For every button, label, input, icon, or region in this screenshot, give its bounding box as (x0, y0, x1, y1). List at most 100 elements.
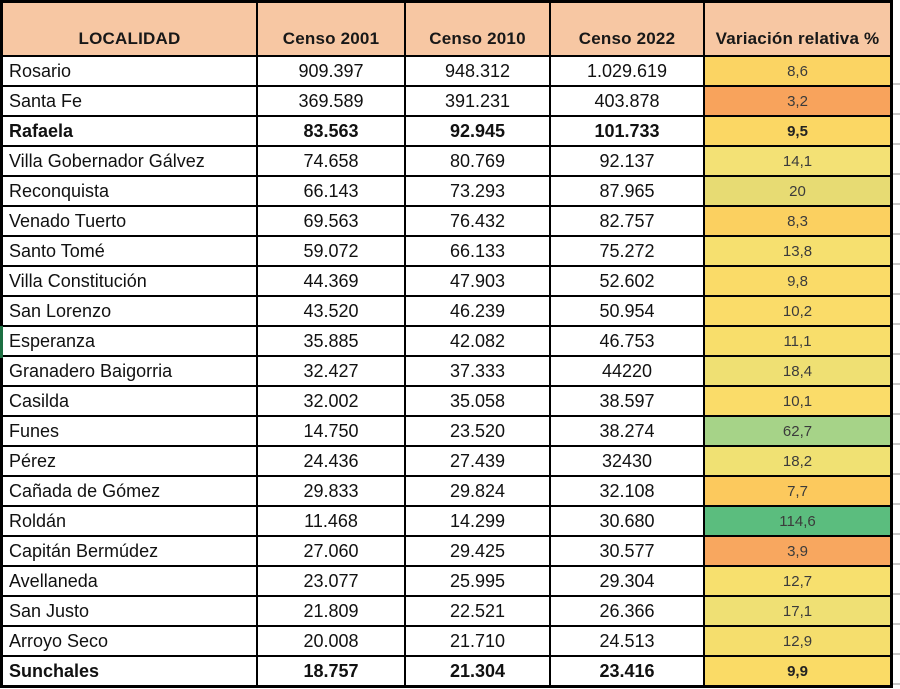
censo-2022-cell[interactable]: 23.416 (551, 657, 703, 685)
locality-cell[interactable]: Santo Tomé (3, 237, 256, 265)
censo-2010-cell[interactable]: 80.769 (406, 147, 549, 175)
censo-2001-cell[interactable]: 18.757 (258, 657, 404, 685)
censo-2022-cell[interactable]: 1.029.619 (551, 57, 703, 85)
censo-2022-cell[interactable]: 38.274 (551, 417, 703, 445)
locality-cell[interactable]: Santa Fe (3, 87, 256, 115)
variacion-cell[interactable]: 10,2 (705, 297, 890, 325)
header-censo-2022[interactable]: Censo 2022 (551, 3, 703, 55)
censo-2010-cell[interactable]: 21.304 (406, 657, 549, 685)
header-variacion[interactable]: Variación relativa % (705, 3, 890, 55)
censo-2022-cell[interactable]: 30.680 (551, 507, 703, 535)
censo-2001-cell[interactable]: 35.885 (258, 327, 404, 355)
censo-2022-cell[interactable]: 32.108 (551, 477, 703, 505)
censo-2010-cell[interactable]: 73.293 (406, 177, 549, 205)
variacion-cell[interactable]: 12,7 (705, 567, 890, 595)
variacion-cell[interactable]: 14,1 (705, 147, 890, 175)
censo-2001-cell[interactable]: 66.143 (258, 177, 404, 205)
censo-2010-cell[interactable]: 35.058 (406, 387, 549, 415)
variacion-cell[interactable]: 20 (705, 177, 890, 205)
censo-2022-cell[interactable]: 32430 (551, 447, 703, 475)
censo-2001-cell[interactable]: 44.369 (258, 267, 404, 295)
censo-2010-cell[interactable]: 391.231 (406, 87, 549, 115)
censo-2001-cell[interactable]: 74.658 (258, 147, 404, 175)
locality-cell[interactable]: Rafaela (3, 117, 256, 145)
variacion-cell[interactable]: 3,2 (705, 87, 890, 115)
censo-2001-cell[interactable]: 23.077 (258, 567, 404, 595)
censo-2010-cell[interactable]: 29.425 (406, 537, 549, 565)
variacion-cell[interactable]: 62,7 (705, 417, 890, 445)
variacion-cell[interactable]: 13,8 (705, 237, 890, 265)
locality-cell[interactable]: San Justo (3, 597, 256, 625)
variacion-cell[interactable]: 17,1 (705, 597, 890, 625)
variacion-cell[interactable]: 3,9 (705, 537, 890, 565)
censo-2001-cell[interactable]: 21.809 (258, 597, 404, 625)
variacion-cell[interactable]: 18,4 (705, 357, 890, 385)
censo-2022-cell[interactable]: 92.137 (551, 147, 703, 175)
censo-2001-cell[interactable]: 24.436 (258, 447, 404, 475)
censo-2010-cell[interactable]: 76.432 (406, 207, 549, 235)
variacion-cell[interactable]: 9,9 (705, 657, 890, 685)
censo-2010-cell[interactable]: 37.333 (406, 357, 549, 385)
censo-2010-cell[interactable]: 21.710 (406, 627, 549, 655)
variacion-cell[interactable]: 11,1 (705, 327, 890, 355)
locality-cell[interactable]: Funes (3, 417, 256, 445)
censo-2010-cell[interactable]: 92.945 (406, 117, 549, 145)
locality-cell[interactable]: Roldán (3, 507, 256, 535)
censo-2001-cell[interactable]: 11.468 (258, 507, 404, 535)
locality-cell[interactable]: Rosario (3, 57, 256, 85)
locality-cell[interactable]: Arroyo Seco (3, 627, 256, 655)
censo-2001-cell[interactable]: 27.060 (258, 537, 404, 565)
censo-2022-cell[interactable]: 30.577 (551, 537, 703, 565)
locality-cell[interactable]: Venado Tuerto (3, 207, 256, 235)
variacion-cell[interactable]: 8,6 (705, 57, 890, 85)
censo-2022-cell[interactable]: 29.304 (551, 567, 703, 595)
censo-2010-cell[interactable]: 14.299 (406, 507, 549, 535)
censo-2001-cell[interactable]: 909.397 (258, 57, 404, 85)
censo-2001-cell[interactable]: 59.072 (258, 237, 404, 265)
censo-2010-cell[interactable]: 22.521 (406, 597, 549, 625)
censo-2001-cell[interactable]: 29.833 (258, 477, 404, 505)
locality-cell[interactable]: Sunchales (3, 657, 256, 685)
locality-cell[interactable]: Villa Constitución (3, 267, 256, 295)
censo-2022-cell[interactable]: 75.272 (551, 237, 703, 265)
censo-2022-cell[interactable]: 26.366 (551, 597, 703, 625)
variacion-cell[interactable]: 10,1 (705, 387, 890, 415)
censo-2010-cell[interactable]: 27.439 (406, 447, 549, 475)
censo-2022-cell[interactable]: 46.753 (551, 327, 703, 355)
locality-cell[interactable]: San Lorenzo (3, 297, 256, 325)
variacion-cell[interactable]: 9,5 (705, 117, 890, 145)
censo-2022-cell[interactable]: 403.878 (551, 87, 703, 115)
censo-2010-cell[interactable]: 42.082 (406, 327, 549, 355)
censo-2001-cell[interactable]: 32.002 (258, 387, 404, 415)
censo-2010-cell[interactable]: 66.133 (406, 237, 549, 265)
variacion-cell[interactable]: 8,3 (705, 207, 890, 235)
censo-2001-cell[interactable]: 369.589 (258, 87, 404, 115)
censo-2022-cell[interactable]: 50.954 (551, 297, 703, 325)
variacion-cell[interactable]: 12,9 (705, 627, 890, 655)
locality-cell[interactable]: Granadero Baigorria (3, 357, 256, 385)
locality-cell[interactable]: Esperanza (3, 327, 256, 355)
censo-2001-cell[interactable]: 20.008 (258, 627, 404, 655)
variacion-cell[interactable]: 18,2 (705, 447, 890, 475)
censo-2010-cell[interactable]: 25.995 (406, 567, 549, 595)
censo-2022-cell[interactable]: 38.597 (551, 387, 703, 415)
censo-2001-cell[interactable]: 69.563 (258, 207, 404, 235)
censo-2001-cell[interactable]: 43.520 (258, 297, 404, 325)
censo-2022-cell[interactable]: 87.965 (551, 177, 703, 205)
locality-cell[interactable]: Avellaneda (3, 567, 256, 595)
header-localidad[interactable]: LOCALIDAD (3, 3, 256, 55)
variacion-cell[interactable]: 9,8 (705, 267, 890, 295)
censo-2010-cell[interactable]: 948.312 (406, 57, 549, 85)
censo-2001-cell[interactable]: 32.427 (258, 357, 404, 385)
locality-cell[interactable]: Reconquista (3, 177, 256, 205)
header-censo-2010[interactable]: Censo 2010 (406, 3, 549, 55)
censo-2022-cell[interactable]: 101.733 (551, 117, 703, 145)
censo-2010-cell[interactable]: 46.239 (406, 297, 549, 325)
censo-2022-cell[interactable]: 44220 (551, 357, 703, 385)
censo-2022-cell[interactable]: 82.757 (551, 207, 703, 235)
censo-2001-cell[interactable]: 14.750 (258, 417, 404, 445)
censo-2001-cell[interactable]: 83.563 (258, 117, 404, 145)
locality-cell[interactable]: Pérez (3, 447, 256, 475)
locality-cell[interactable]: Cañada de Gómez (3, 477, 256, 505)
censo-2022-cell[interactable]: 52.602 (551, 267, 703, 295)
